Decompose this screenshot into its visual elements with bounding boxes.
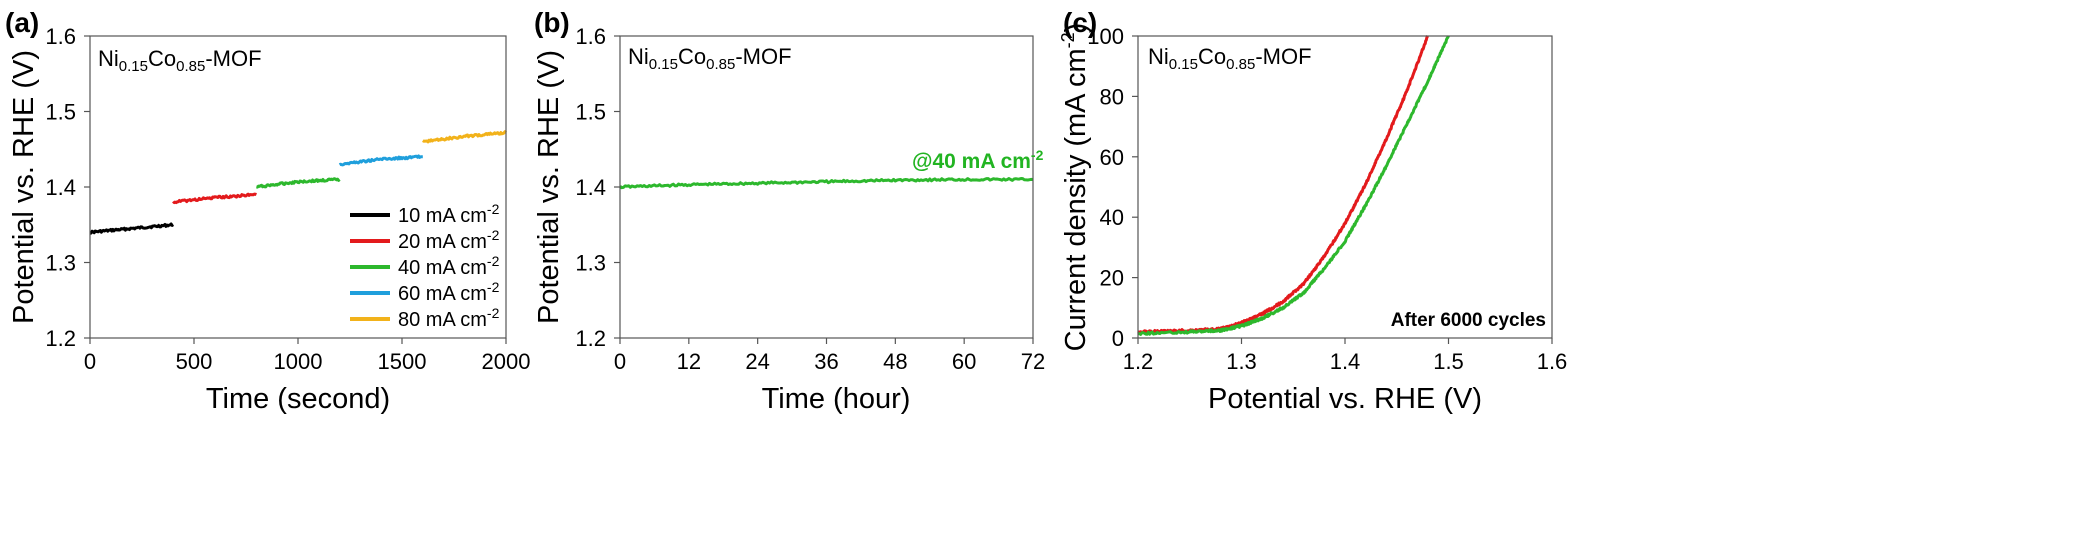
x-tick-label: 1.2 <box>1123 349 1154 374</box>
panel-c-label: (c) <box>1063 7 1097 38</box>
series-line-4 <box>338 154 424 167</box>
legend-label: 20 mA cm-2 <box>398 227 500 253</box>
y-tick-label: 1.4 <box>575 175 606 200</box>
x-tick-label: 36 <box>814 349 838 374</box>
panel-c-cycles-annotation: After 6000 cycles <box>1391 310 1546 331</box>
panel-a: (a) 0 500 1000 1500 2000 1.2 1.3 1.4 1.5 1.6 Ni0.… <box>5 7 530 415</box>
legend-label: 40 mA cm-2 <box>398 253 500 279</box>
panel-a-x-axis-label: Time (second) <box>206 383 390 415</box>
x-tick-label: 0 <box>84 349 96 374</box>
panel-b-ticks: 0 12 24 36 48 60 72 1.2 1.3 1.4 1.5 1.6 <box>575 24 1045 374</box>
y-tick-label: 60 <box>1100 145 1124 170</box>
y-tick-label: 1.6 <box>45 24 76 49</box>
y-tick-label: 1.3 <box>575 251 606 276</box>
x-tick-label: 48 <box>883 349 907 374</box>
series-line-1 <box>619 177 1034 190</box>
panel-a-ticks: 0 500 1000 1500 2000 1.2 1.3 1.4 1.5 1.6 <box>45 24 530 374</box>
x-tick-label: 24 <box>745 349 769 374</box>
panel-c-ticks: 1.2 1.3 1.4 1.5 1.6 0 20 40 60 80 100 <box>1087 24 1567 374</box>
panel-b-material-label: Ni0.15Co0.85-MOF <box>628 44 792 73</box>
panel-c-x-axis-label: Potential vs. RHE (V) <box>1208 383 1482 415</box>
y-tick-label: 1.5 <box>575 100 606 125</box>
y-tick-label: 40 <box>1100 205 1124 230</box>
y-tick-label: 80 <box>1100 84 1124 109</box>
panel-a-series-group <box>89 130 508 235</box>
legend-label: 60 mA cm-2 <box>398 279 500 305</box>
y-tick-label: 100 <box>1087 24 1124 49</box>
panel-b-series-group <box>619 177 1034 190</box>
panel-b-y-axis-label: Potential vs. RHE (V) <box>533 50 565 324</box>
y-tick-label: 1.5 <box>45 100 76 125</box>
panel-b-current-annotation: @40 mA cm-2 <box>912 147 1044 173</box>
series-line-2 <box>172 192 257 205</box>
x-tick-label: 1500 <box>378 349 427 374</box>
x-tick-label: 60 <box>952 349 976 374</box>
panel-c-material-label: Ni0.15Co0.85-MOF <box>1148 44 1312 73</box>
series-line-1 <box>1137 35 1429 335</box>
y-tick-label: 1.3 <box>45 251 76 276</box>
y-tick-label: 20 <box>1100 266 1124 291</box>
panel-c-y-axis-label: Current density (mA cm-2) <box>1058 23 1092 352</box>
y-tick-label: 1.6 <box>575 24 606 49</box>
series-line-3 <box>255 177 341 189</box>
y-tick-label: 1.4 <box>45 175 76 200</box>
y-tick-label: 1.2 <box>45 326 76 351</box>
panel-a-material-label: Ni0.15Co0.85-MOF <box>98 46 262 75</box>
panel-a-legend: 10 mA cm-220 mA cm-240 mA cm-260 mA cm-2… <box>350 201 500 331</box>
x-tick-label: 1000 <box>274 349 323 374</box>
x-tick-label: 12 <box>677 349 701 374</box>
panel-c-series-group <box>1137 35 1450 336</box>
panel-c-plot-frame <box>1137 35 1553 339</box>
legend-label: 80 mA cm-2 <box>398 305 500 331</box>
panel-c: (c) 1.2 1.3 1.4 1.5 1.6 0 20 40 60 80 100 Ni0.15Co… <box>1058 7 1567 415</box>
x-tick-label: 0 <box>614 349 626 374</box>
y-tick-label: 1.2 <box>575 326 606 351</box>
series-line-5 <box>422 130 508 144</box>
x-tick-label: 1.3 <box>1226 349 1257 374</box>
x-tick-label: 1.6 <box>1537 349 1568 374</box>
panel-a-label: (a) <box>5 7 39 38</box>
series-line-1 <box>89 222 175 235</box>
x-tick-label: 500 <box>176 349 213 374</box>
panel-a-y-axis-label: Potential vs. RHE (V) <box>8 50 40 324</box>
panel-b-plot-frame <box>619 35 1034 339</box>
y-tick-label: 0 <box>1112 326 1124 351</box>
x-tick-label: 72 <box>1021 349 1045 374</box>
x-tick-label: 1.5 <box>1433 349 1464 374</box>
legend-label: 10 mA cm-2 <box>398 201 500 227</box>
x-tick-label: 1.4 <box>1330 349 1361 374</box>
x-tick-label: 2000 <box>482 349 531 374</box>
series-line-2 <box>1137 35 1450 336</box>
panel-b: (b) 0 12 24 36 48 60 72 1.2 1.3 1.4 1.5 1.6 Ni0.15C… <box>533 7 1045 415</box>
panel-b-label: (b) <box>534 7 570 38</box>
panel-b-x-axis-label: Time (hour) <box>762 383 911 415</box>
